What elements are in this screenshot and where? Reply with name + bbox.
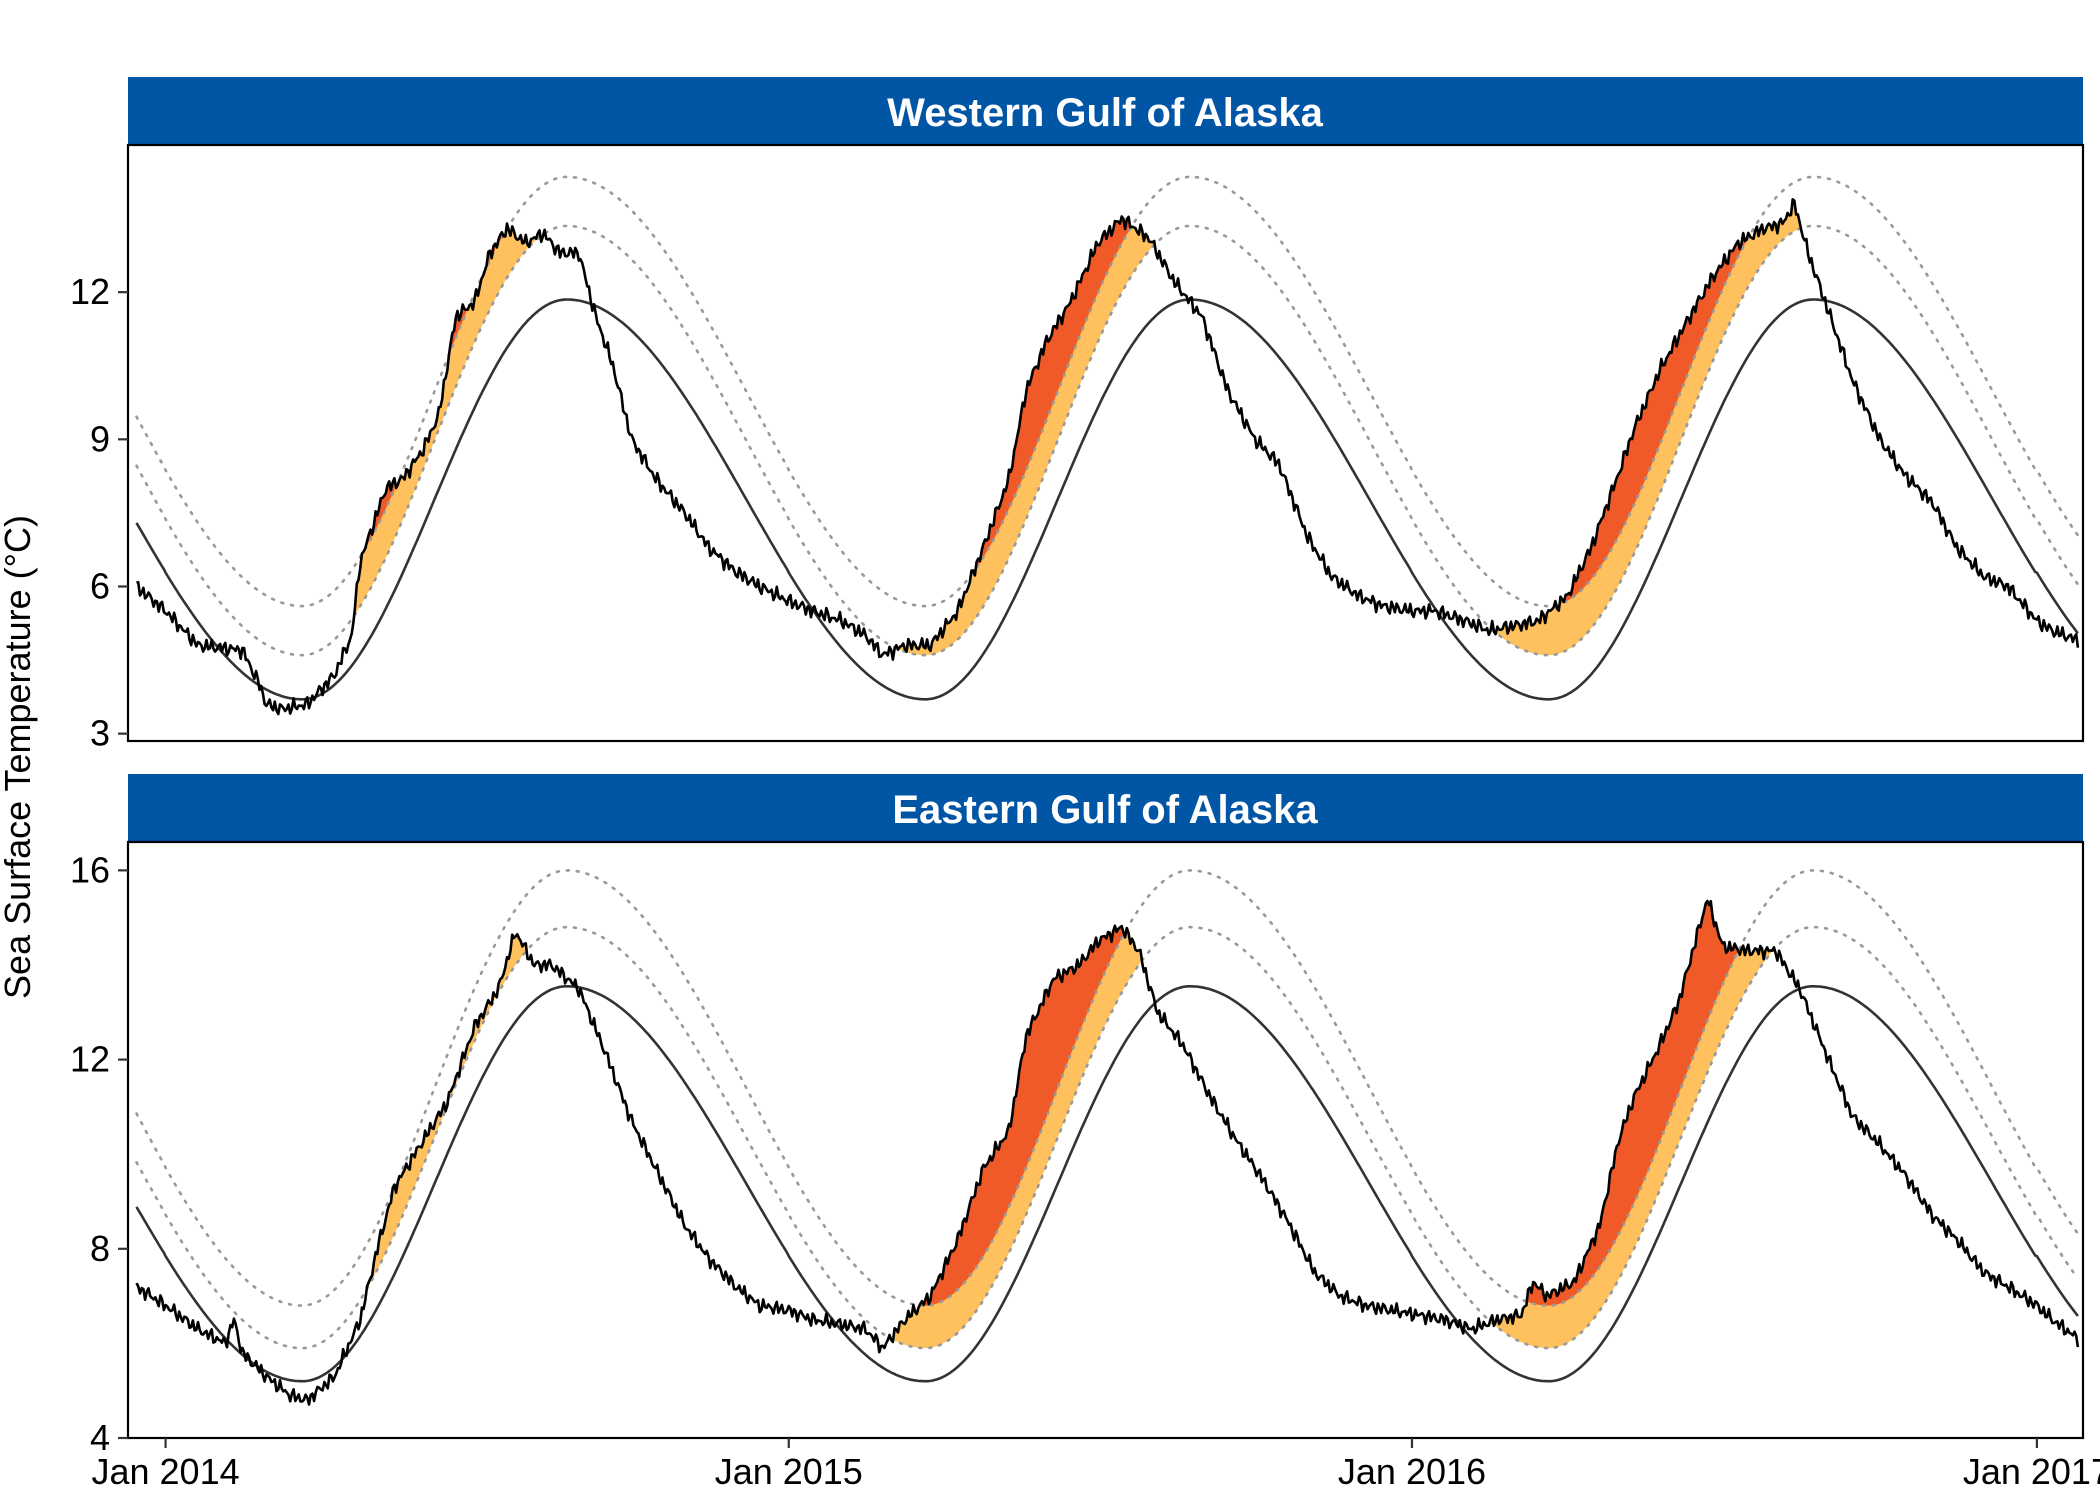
strip-western-gulf <box>128 77 2083 145</box>
y-tick-label-western-gulf-9: 9 <box>90 418 110 459</box>
climatology-line-western-gulf <box>135 298 2079 701</box>
heatwave-strong-fill-western-gulf-9 <box>976 216 1131 568</box>
strip-title-eastern-gulf: Eastern Gulf of Alaska <box>892 788 1318 832</box>
panel-eastern-gulf: Eastern Gulf of Alaska 4 8 12 16 <box>70 774 2085 1458</box>
panel-border-western-gulf <box>126 143 2085 743</box>
y-tick-label-western-gulf-3: 3 <box>90 713 110 754</box>
plot-area-eastern-gulf <box>135 869 2080 1406</box>
panel-border-eastern-gulf <box>126 840 2085 1440</box>
observed-line-eastern-gulf <box>135 899 2080 1406</box>
heatwave-fill-eastern-gulf-3 <box>498 934 526 993</box>
climatology-line-eastern-gulf <box>135 984 2079 1383</box>
threshold-upper-line-eastern-gulf <box>135 869 2080 1307</box>
heatwave-fill-western-gulf-1 <box>355 223 528 615</box>
strip-title-western-gulf: Western Gulf of Alaska <box>887 91 1323 135</box>
threshold-upper-line-western-gulf <box>135 175 2080 608</box>
heatwave-fill-western-gulf-2 <box>531 230 540 246</box>
observed-line-western-gulf <box>136 198 2080 716</box>
y-tick-label-western-gulf-12: 12 <box>70 271 110 312</box>
strip-eastern-gulf <box>128 774 2083 842</box>
heatwave-strong-fill-western-gulf-11 <box>1560 232 1749 604</box>
threshold-line-western-gulf <box>135 224 2080 657</box>
x-tick-label-2: Jan 2015 <box>715 1451 863 1492</box>
panel-western-gulf: Western Gulf of Alaska 3 6 9 12 <box>70 77 2085 754</box>
y-tick-label-eastern-gulf-12: 12 <box>70 1039 110 1080</box>
y-tick-label-eastern-gulf-4: 4 <box>90 1417 110 1458</box>
x-tick-label-3: Jan 2016 <box>1338 1451 1486 1492</box>
plot-area-western-gulf <box>135 175 2080 716</box>
y-axis-eastern-gulf: 4 8 12 16 <box>70 849 128 1458</box>
y-tick-label-eastern-gulf-16: 16 <box>70 849 110 890</box>
heatwave-strong-fill-eastern-gulf-2 <box>920 925 1124 1306</box>
x-tick-label-4: Jan 2017 <box>1963 1451 2100 1492</box>
y-tick-label-western-gulf-6: 6 <box>90 565 110 606</box>
y-tick-label-eastern-gulf-8: 8 <box>90 1228 110 1269</box>
x-axis: Jan 2014 Jan 2015 Jan 2016 Jan 2017 <box>91 1438 2100 1492</box>
threshold-line-eastern-gulf <box>135 925 2080 1350</box>
heatwave-fill-eastern-gulf-1 <box>367 1102 444 1289</box>
x-tick-label-1: Jan 2014 <box>91 1451 239 1492</box>
heatwave-strong-fill-western-gulf-2 <box>365 478 395 549</box>
heatwave-strong-fill-western-gulf-3 <box>449 304 467 355</box>
y-axis-western-gulf: 3 6 9 12 <box>70 271 128 754</box>
y-axis-title: Sea Surface Temperature (°C) <box>0 515 38 999</box>
heatwave-fill-eastern-gulf-2 <box>449 992 496 1102</box>
